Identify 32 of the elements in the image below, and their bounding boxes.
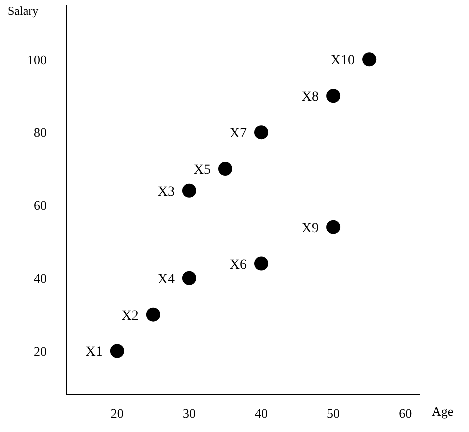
data-label: X9	[302, 221, 320, 236]
point	[362, 52, 377, 67]
point	[326, 220, 341, 234]
point	[182, 184, 196, 198]
y-tick-label: 100	[28, 52, 47, 68]
point	[254, 126, 269, 140]
x-tick-label: 60	[399, 406, 412, 422]
data-label: X5	[194, 162, 211, 178]
y-tick-label: 20	[34, 344, 47, 359]
x-tick-label: 30	[182, 406, 196, 422]
data-label: X10	[330, 54, 356, 69]
data-label: X3	[158, 184, 175, 200]
data-label: X2	[122, 308, 139, 324]
data-label: X8	[302, 90, 320, 106]
x-tick-label: 20	[110, 406, 124, 422]
x-tick-label: 40	[255, 406, 268, 422]
point	[110, 344, 124, 358]
x-axis-title: Age	[432, 404, 454, 420]
point	[326, 89, 341, 104]
point	[254, 256, 269, 271]
y-tick-label: 40	[34, 270, 47, 286]
data-label: X1	[86, 345, 103, 360]
y-tick-label: 60	[34, 198, 47, 214]
point	[182, 271, 196, 286]
point	[218, 162, 232, 176]
x-tick-label: 50	[327, 406, 340, 422]
data-label: X7	[230, 126, 247, 142]
point	[146, 308, 160, 322]
y-axis-title: Salary	[8, 4, 39, 19]
data-label: X4	[158, 272, 175, 288]
data-label: X6	[230, 258, 247, 273]
y-tick-label: 80	[34, 125, 47, 140]
